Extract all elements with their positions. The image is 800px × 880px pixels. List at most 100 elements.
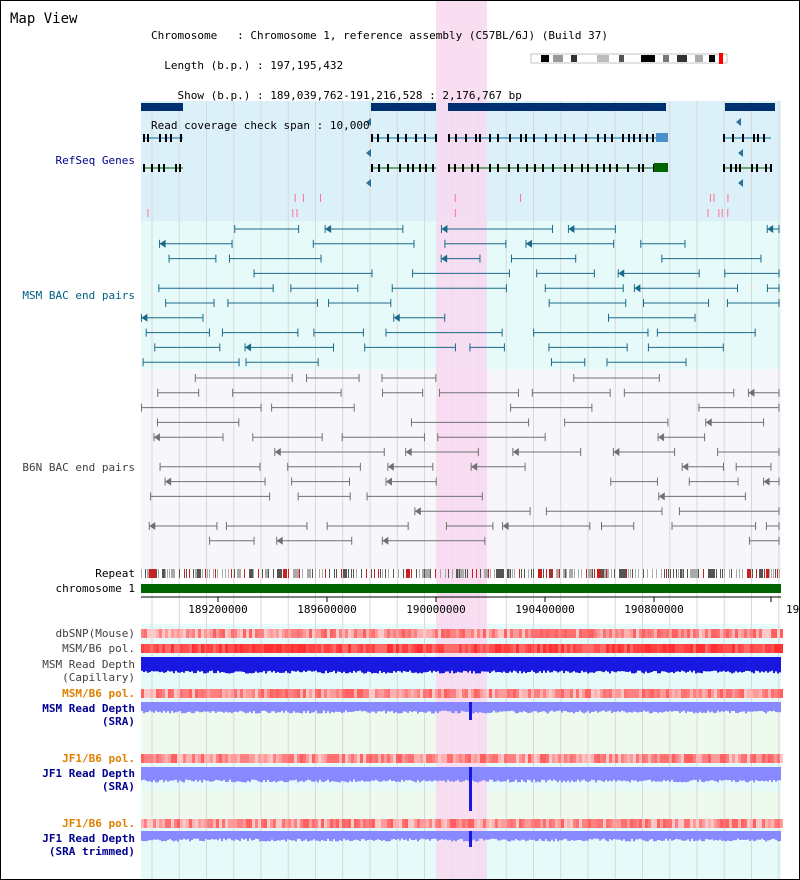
heat-cell: [204, 644, 207, 653]
repeat-mark: [764, 569, 765, 578]
heat-cell: [717, 819, 720, 828]
heat-cell: [270, 754, 273, 763]
depth-bar: [177, 767, 179, 782]
heat-cell: [324, 689, 327, 698]
depth-bar: [311, 831, 313, 840]
depth-bar: [753, 767, 755, 782]
heat-cell: [462, 689, 465, 698]
depth-bar: [439, 657, 441, 673]
heat-cell: [450, 644, 453, 653]
depth-bar: [769, 767, 771, 780]
repeat-mark: [490, 569, 491, 578]
heat-cell: [549, 644, 552, 653]
heat-cell: [615, 689, 618, 698]
depth-bar: [571, 831, 573, 840]
depth-bar: [597, 767, 599, 780]
heat-cell: [216, 644, 219, 653]
heat-cell: [393, 644, 396, 653]
depth-bar: [491, 831, 493, 839]
repeat-mark: [524, 569, 525, 578]
depth-bar: [465, 702, 467, 712]
heat-cell: [771, 644, 774, 653]
heat-cell: [579, 754, 582, 763]
depth-bar: [699, 767, 701, 780]
depth-bar: [191, 767, 193, 781]
heat-cell: [669, 689, 672, 698]
heat-cell: [540, 754, 543, 763]
depth-bar: [713, 657, 715, 671]
heat-cell: [162, 644, 165, 653]
depth-bar: [261, 831, 263, 841]
depth-bar: [745, 657, 747, 671]
depth-bar: [395, 831, 397, 840]
heat-cell: [270, 819, 273, 828]
heat-cell: [606, 629, 609, 638]
heat-cell: [633, 819, 636, 828]
heat-cell: [735, 644, 738, 653]
repeat-mark: [207, 569, 208, 578]
depth-bar: [761, 702, 763, 711]
depth-bar: [237, 702, 239, 712]
depth-bar: [265, 767, 267, 782]
heat-cell: [459, 644, 462, 653]
depth-bar: [483, 767, 485, 780]
depth-bar: [675, 831, 677, 839]
depth-bar: [375, 767, 377, 780]
depth-bar: [225, 657, 227, 673]
heat-cell: [360, 754, 363, 763]
heat-cell: [504, 754, 507, 763]
exon: [633, 134, 635, 142]
depth-bar: [571, 702, 573, 712]
heat-cell: [537, 644, 540, 653]
heat-cell: [399, 689, 402, 698]
heat-cell: [456, 754, 459, 763]
heat-cell: [330, 629, 333, 638]
exon: [448, 164, 450, 172]
depth-bar: [275, 702, 277, 713]
exon: [542, 164, 544, 172]
depth-bar: [735, 657, 737, 671]
depth-bar: [293, 657, 295, 671]
heat-cell: [672, 754, 675, 763]
track-label-msm-depth-sra: MSM Read Depth: [42, 702, 135, 715]
heat-cell: [426, 644, 429, 653]
depth-bar: [155, 657, 157, 671]
depth-bar: [365, 767, 367, 781]
depth-bar: [299, 657, 301, 672]
heat-cell: [246, 689, 249, 698]
heat-cell: [579, 644, 582, 653]
depth-bar: [465, 831, 467, 841]
depth-bar: [777, 657, 779, 673]
heat-cell: [759, 754, 762, 763]
depth-bar: [687, 831, 689, 839]
depth-bar: [543, 702, 545, 711]
depth-bar: [239, 831, 241, 841]
heat-cell: [264, 629, 267, 638]
depth-bar: [517, 702, 519, 713]
depth-bar: [299, 702, 301, 713]
heat-cell: [273, 754, 276, 763]
heat-cell: [537, 629, 540, 638]
depth-bar: [307, 702, 309, 711]
heat-cell: [333, 689, 336, 698]
heat-cell: [204, 689, 207, 698]
heat-cell: [144, 689, 147, 698]
heat-cell: [732, 754, 735, 763]
heat-cell: [324, 629, 327, 638]
depth-bar: [597, 657, 599, 671]
heat-cell: [363, 644, 366, 653]
heat-cell: [408, 754, 411, 763]
depth-bar: [283, 831, 285, 840]
depth-bar: [369, 702, 371, 713]
heat-cell: [474, 644, 477, 653]
depth-bar: [641, 702, 643, 712]
heat-cell: [186, 644, 189, 653]
exon: [412, 164, 414, 172]
heat-cell: [177, 754, 180, 763]
heat-cell: [165, 629, 168, 638]
depth-bar: [209, 767, 211, 782]
heat-cell: [735, 689, 738, 698]
depth-bar: [387, 702, 389, 711]
depth-bar: [501, 831, 503, 840]
depth-bar: [553, 767, 555, 780]
